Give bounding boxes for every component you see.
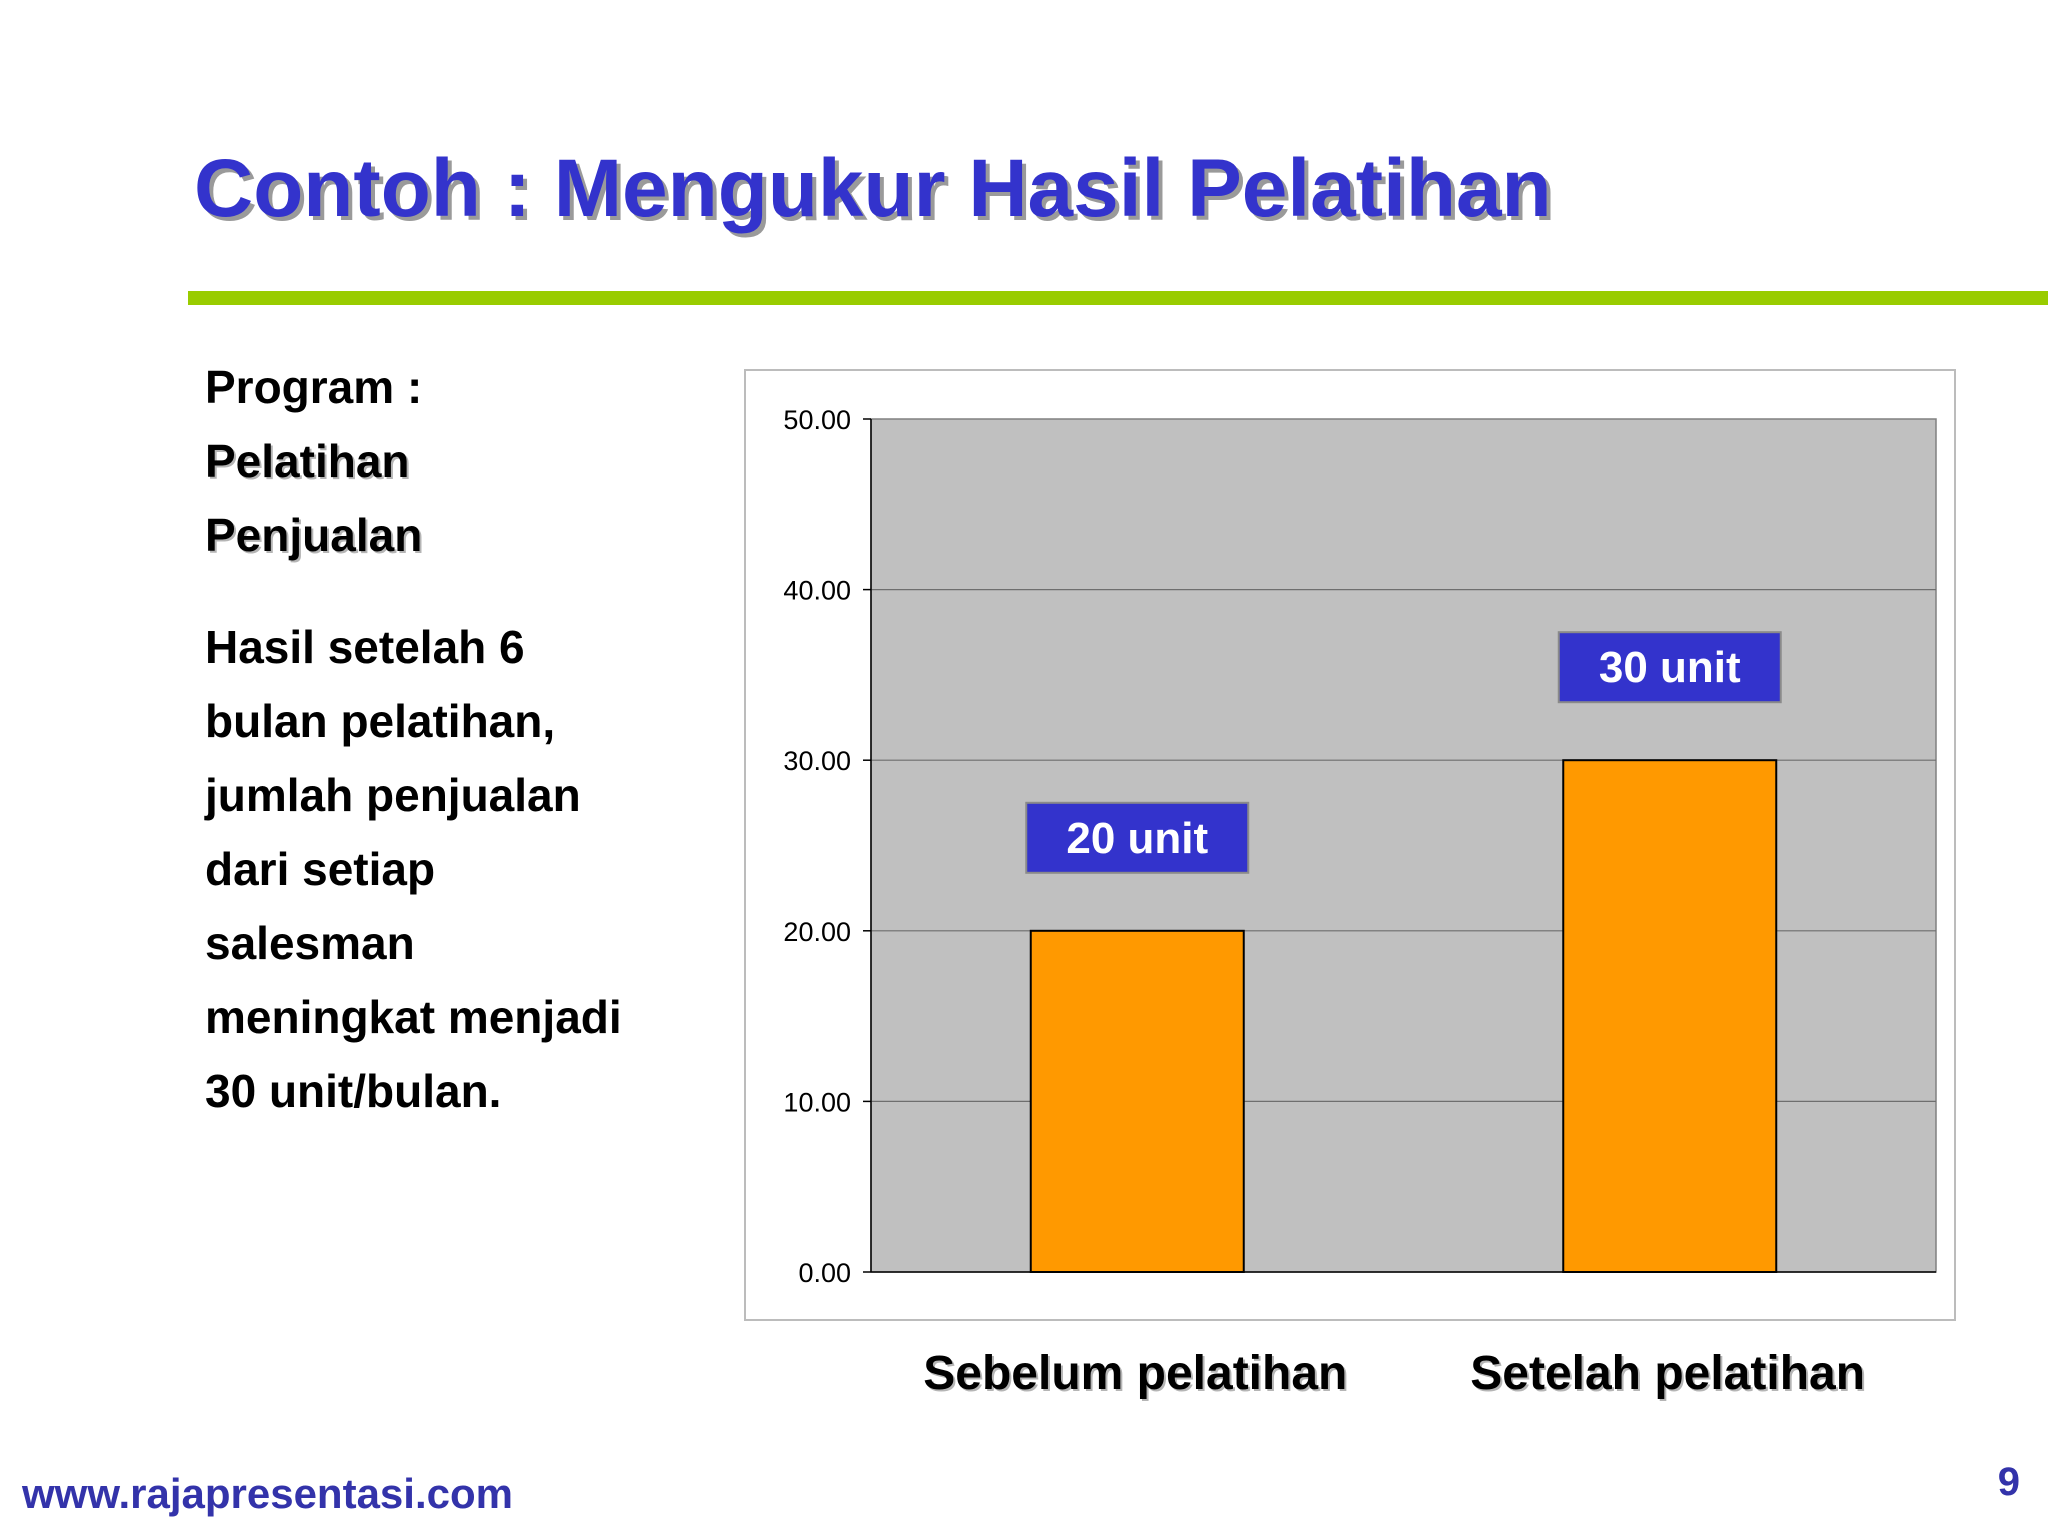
page-number: 9 [1997, 1460, 2020, 1504]
data-label: 30 unit [1599, 643, 1741, 692]
data-label-box [1025, 801, 1250, 874]
bar-2 [1562, 759, 1778, 1273]
y-tick-label: 0.00 [798, 1258, 851, 1288]
y-tick-label: 40.00 [783, 576, 851, 606]
program-name-line-1: Pelatihan [205, 435, 410, 487]
program-label: Program : [205, 361, 423, 413]
category-label-setelah: Setelah pelatihan [1470, 1347, 1866, 1400]
result-line: 30 unit/bulan. [205, 1065, 502, 1117]
footer-url[interactable]: www.rajapresentasi.com [22, 1470, 513, 1517]
slide-title: Contoh : Mengukur Hasil Pelatihan [194, 143, 1552, 234]
y-tick-label: 20.00 [783, 917, 851, 947]
bar-chart: 0.00 10.00 20.00 30.00 40.00 50.00 20 unit 30 u… [783, 405, 1937, 1288]
title-divider [188, 291, 2048, 305]
result-line: bulan pelatihan, [205, 695, 556, 747]
category-label-sebelum: Sebelum pelatihan [923, 1347, 1348, 1400]
program-name-line-2: Penjualan [205, 509, 423, 561]
y-tick-label: 50.00 [783, 405, 851, 435]
result-line: salesman [205, 917, 415, 969]
result-line: jumlah penjualan [205, 769, 581, 821]
bar-1 [1029, 929, 1245, 1273]
chart-frame: 0.00 10.00 20.00 30.00 40.00 50.00 20 unit 30 u… [744, 369, 1956, 1321]
y-tick-label: 10.00 [783, 1087, 851, 1117]
result-paragraph: Hasil setelah 6 bulan pelatihan, jumlah … [205, 610, 705, 1128]
y-tick-label: 30.00 [783, 746, 851, 776]
result-line: Hasil setelah 6 [205, 621, 525, 673]
result-line: meningkat menjadi [205, 991, 622, 1043]
description-text: Program : Pelatihan Penjualan Hasil sete… [205, 350, 705, 1128]
result-line: dari setiap [205, 843, 436, 895]
data-label-box [1557, 631, 1782, 704]
data-label: 20 unit [1066, 814, 1208, 863]
